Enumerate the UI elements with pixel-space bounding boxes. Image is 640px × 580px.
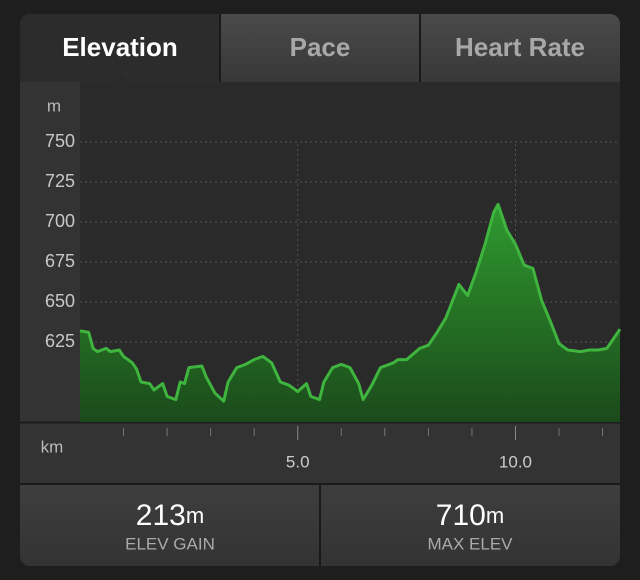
elevation-line [79, 202, 622, 403]
stat-label: MAX ELEV [427, 534, 513, 553]
stat-number: 710 [436, 499, 486, 532]
stat-unit: m [186, 503, 204, 528]
y-axis-label: m [47, 96, 61, 115]
stat-value: 213m [136, 499, 204, 532]
y-tick-label: 650 [45, 291, 75, 311]
tab-label[interactable]: Pace [290, 32, 351, 62]
stat-number: 213 [136, 499, 186, 532]
x-axis-band [20, 422, 620, 484]
y-tick-label: 725 [45, 171, 75, 191]
content: Elevation Pace Heart Rate m km 625 650 675 700 72… [41, 32, 622, 553]
y-tick-label: 625 [45, 331, 75, 351]
tab-pointer [113, 74, 129, 82]
y-axis-band [20, 82, 80, 422]
x-tick-label: 5.0 [286, 452, 310, 471]
stat-unit: m [486, 503, 504, 528]
stat-label: ELEV GAIN [125, 534, 215, 553]
y-tick-label: 675 [45, 251, 75, 271]
x-axis-label: km [41, 437, 64, 456]
y-tick-label: 750 [45, 131, 75, 151]
x-tick-label: 10.0 [499, 452, 532, 471]
area-fill [80, 204, 620, 422]
tab-label[interactable]: Heart Rate [455, 32, 585, 62]
y-tick-label: 700 [45, 211, 75, 231]
tab-label[interactable]: Elevation [62, 32, 178, 62]
panel [20, 14, 620, 566]
active-tab[interactable] [20, 14, 220, 82]
stat-value: 710m [436, 499, 504, 532]
